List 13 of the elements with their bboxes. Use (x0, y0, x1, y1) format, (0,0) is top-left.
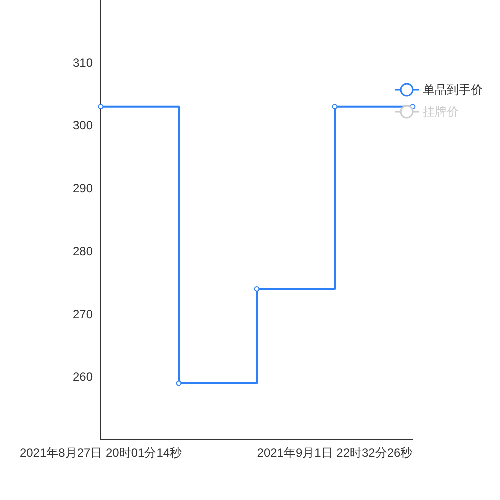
x-tick-label: 2021年9月1日 22时32分26秒 (257, 446, 413, 460)
point (98, 104, 104, 110)
y-tick-label: 270 (72, 307, 94, 322)
point (254, 286, 260, 292)
y-tick-label: 310 (72, 56, 94, 70)
point (176, 380, 182, 386)
y-tick-label: 290 (72, 182, 94, 196)
legend-label: 单品到手价 (423, 83, 483, 97)
x-tick-label: 2021年8月27日 20时01分14秒 (20, 446, 182, 460)
y-tick-label: 300 (72, 118, 94, 133)
y-tick-label: 260 (72, 370, 94, 384)
y-tick-label: 280 (72, 244, 94, 258)
point (332, 104, 338, 110)
